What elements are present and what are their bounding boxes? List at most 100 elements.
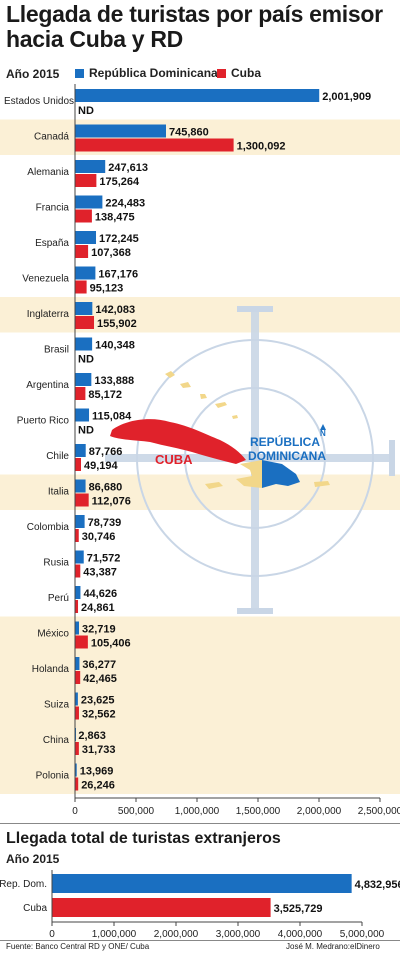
bar-rd bbox=[75, 89, 320, 102]
map-label-cuba: CUBA bbox=[155, 452, 193, 467]
bar-cuba bbox=[75, 209, 92, 223]
legend-label-rd: República Dominicana bbox=[89, 66, 218, 80]
bar-rd bbox=[75, 231, 97, 244]
bar-label-rd: 71,572 bbox=[87, 553, 121, 565]
map-label-rd-2: DOMINICANA bbox=[248, 449, 326, 463]
totals-category-label: Rep. Dom. bbox=[0, 879, 47, 890]
totals-category-label: Cuba bbox=[23, 903, 47, 914]
bar-cuba bbox=[75, 245, 89, 258]
bar-label-rd: 78,739 bbox=[88, 517, 122, 529]
row-bands bbox=[0, 119, 400, 794]
map-cross-horizontal bbox=[105, 454, 395, 462]
legend-item-cuba: Cuba bbox=[217, 66, 261, 80]
category-label: Canadá bbox=[34, 132, 69, 143]
row-band-polonia bbox=[0, 758, 400, 794]
source-note: Fuente: Banco Central RD y ONE/ Cuba bbox=[6, 942, 150, 951]
bar-cuba bbox=[75, 138, 234, 152]
category-label: Rusia bbox=[43, 558, 69, 569]
category-label: Colombia bbox=[27, 522, 70, 533]
row-band-m-xico bbox=[0, 616, 400, 652]
bar-label-cuba: 112,076 bbox=[92, 496, 131, 508]
bar-label-rd: 167,176 bbox=[98, 269, 138, 281]
bar-cuba bbox=[75, 564, 81, 578]
bar-cuba bbox=[75, 635, 88, 649]
row-band-holanda bbox=[0, 652, 400, 688]
category-label: Alemania bbox=[27, 167, 69, 178]
category-label: Inglaterra bbox=[27, 309, 70, 320]
category-label: Suiza bbox=[44, 700, 69, 711]
bar-label-cuba: ND bbox=[78, 105, 94, 117]
country-bar-chart: CUBA REPÚBLICA DOMINICANA N Estados Unid… bbox=[0, 84, 400, 817]
cuba-island bbox=[110, 419, 246, 464]
totals-bar bbox=[52, 898, 271, 917]
bar-label-rd: 133,888 bbox=[94, 375, 134, 387]
bar-rd bbox=[75, 124, 166, 138]
x-axis: 0 500,000 1,000,000 1,500,000 2,000,000 2,500… bbox=[72, 84, 400, 817]
bar-label-rd: 745,860 bbox=[169, 127, 209, 139]
bar-cuba bbox=[75, 742, 79, 755]
bar-cuba bbox=[75, 493, 89, 507]
bar-rd bbox=[75, 479, 86, 493]
row-band-italia bbox=[0, 474, 400, 510]
chart-title: Llegada de turistas por país emisor haci… bbox=[6, 1, 383, 52]
bar-label-rd: 13,969 bbox=[80, 766, 114, 778]
bar-cuba bbox=[75, 706, 79, 720]
bar-label-rd: 142,083 bbox=[95, 304, 135, 316]
map-label-rd-1: REPÚBLICA bbox=[250, 434, 320, 449]
caribbean-map: CUBA REPÚBLICA DOMINICANA N bbox=[105, 306, 395, 614]
x-tick-label: 500,000 bbox=[118, 806, 155, 817]
totals-x-tick-label: 5,000,000 bbox=[340, 929, 385, 940]
bar-label-cuba: 26,246 bbox=[81, 780, 115, 792]
jamaica-island bbox=[205, 482, 223, 489]
bahamas-islands bbox=[165, 371, 238, 419]
bar-label-cuba: 155,902 bbox=[97, 318, 137, 330]
map-north-label: N bbox=[320, 429, 326, 438]
bar-label-cuba: ND bbox=[78, 425, 94, 437]
bar-rd bbox=[75, 586, 81, 599]
x-tick-label: 0 bbox=[72, 806, 78, 817]
bar-label-cuba: 1,300,092 bbox=[237, 141, 286, 153]
totals-title: Llegada total de turistas extranjeros bbox=[6, 830, 281, 847]
bar-label-cuba: 107,368 bbox=[91, 247, 131, 259]
bar-rd bbox=[75, 692, 78, 706]
bar-cuba bbox=[75, 600, 79, 613]
bar-label-cuba: 31,733 bbox=[82, 744, 116, 756]
bar-rd bbox=[75, 160, 106, 173]
category-label: China bbox=[43, 735, 70, 746]
map-cross-right-cap bbox=[389, 440, 395, 476]
bar-label-rd: 86,680 bbox=[89, 482, 123, 494]
bar-label-cuba: 138,475 bbox=[95, 212, 135, 224]
bar-rd bbox=[75, 515, 85, 528]
map-cross-top-cap bbox=[237, 306, 273, 312]
credit-note: José M. Medrano:elDinero bbox=[286, 942, 380, 951]
x-tick-label: 2,500,000 bbox=[358, 806, 400, 817]
totals-year: Año 2015 bbox=[6, 852, 60, 866]
footer-divider bbox=[0, 940, 400, 941]
bar-label-rd: 2,863 bbox=[78, 730, 106, 742]
totals-x-tick-label: 1,000,000 bbox=[92, 929, 137, 940]
category-label: Argentina bbox=[26, 380, 69, 391]
totals-x-tick-label: 2,000,000 bbox=[154, 929, 199, 940]
year-label: Año 2015 bbox=[6, 67, 60, 81]
legend-swatch-rd bbox=[75, 68, 84, 78]
bar-cuba bbox=[75, 174, 97, 187]
bar-label-rd: 44,626 bbox=[83, 588, 117, 600]
bar-rd bbox=[75, 657, 80, 670]
legend-item-rd: República Dominicana bbox=[75, 66, 218, 80]
bar-label-cuba: 42,465 bbox=[83, 673, 117, 685]
category-label: México bbox=[37, 629, 69, 640]
bar-cuba bbox=[75, 458, 82, 471]
bar-rd bbox=[75, 266, 96, 280]
bar-label-cuba: 95,123 bbox=[90, 283, 124, 295]
bar-label-rd: 115,084 bbox=[92, 411, 132, 423]
bar-label-rd: 32,719 bbox=[82, 624, 116, 636]
category-label: Perú bbox=[48, 593, 69, 604]
row-band-china bbox=[0, 723, 400, 759]
bar-rd bbox=[75, 444, 86, 457]
x-tick-label: 1,500,000 bbox=[236, 806, 281, 817]
bar-label-rd: 23,625 bbox=[81, 695, 115, 707]
bar-label-cuba: 30,746 bbox=[82, 531, 116, 543]
bar-rd bbox=[75, 550, 84, 564]
totals-bar-label: 3,525,729 bbox=[274, 903, 323, 915]
bar-cuba bbox=[75, 777, 79, 791]
